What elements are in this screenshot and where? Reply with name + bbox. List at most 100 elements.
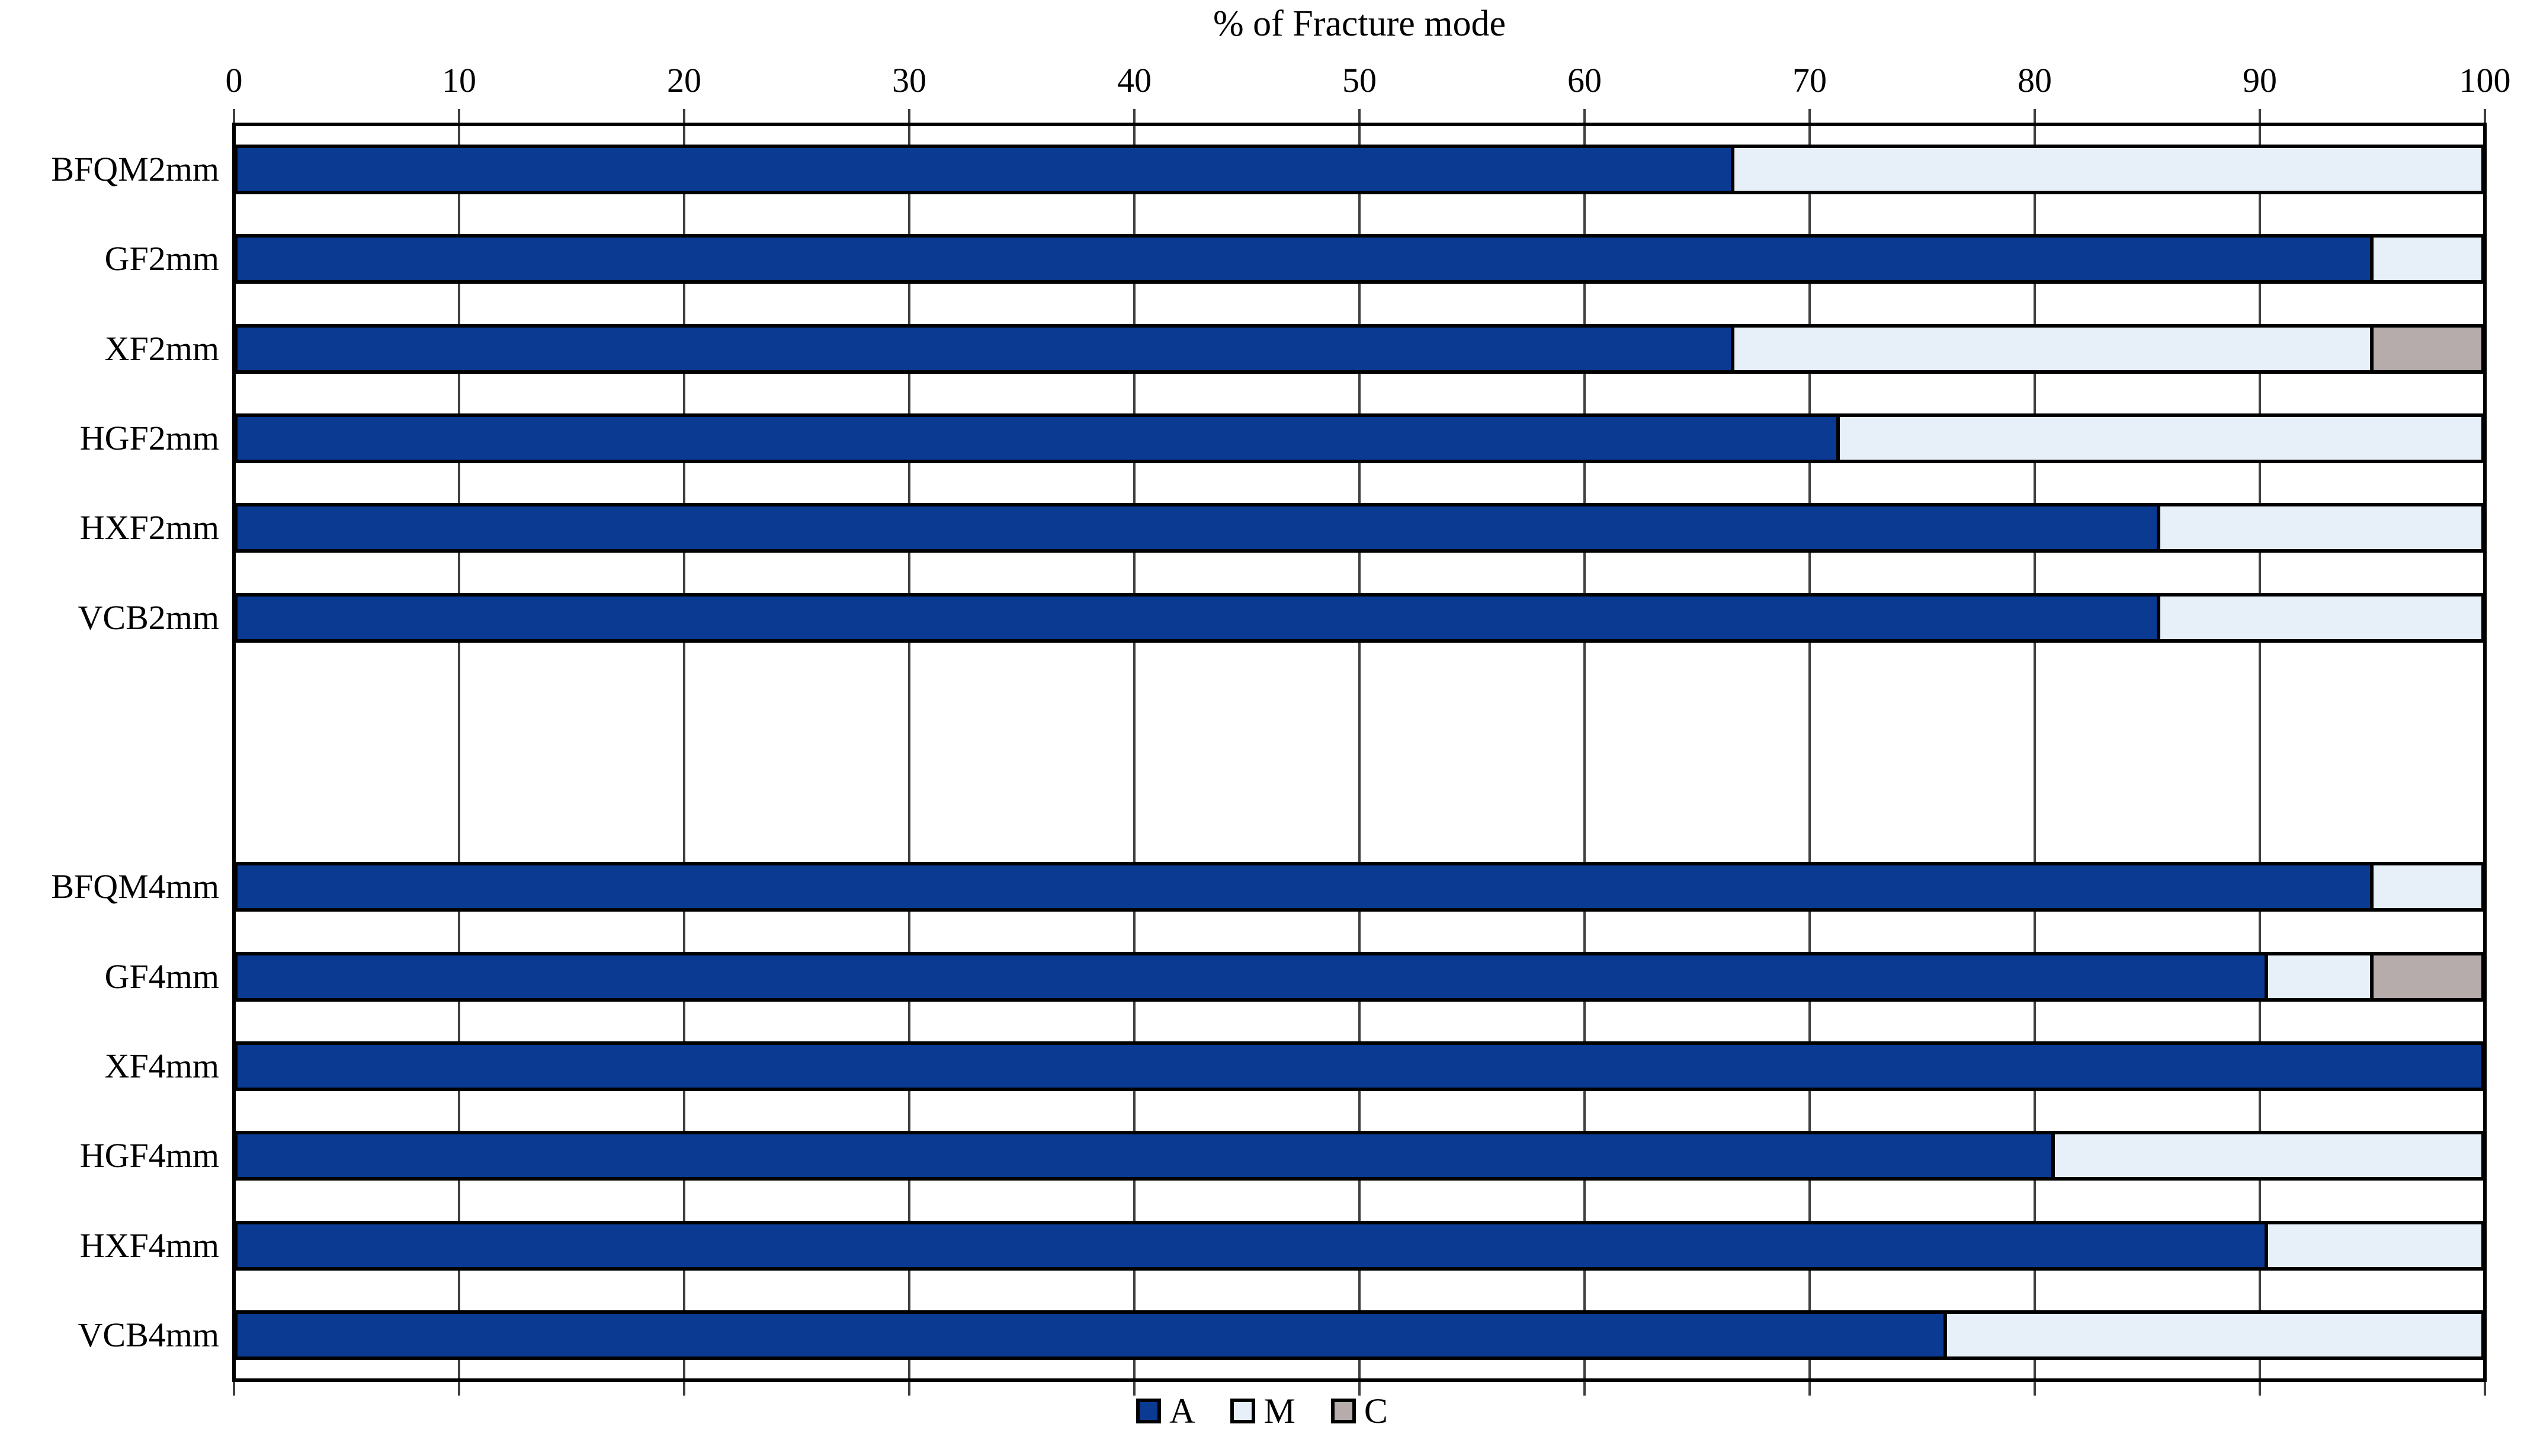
axis-tick-top	[2034, 109, 2036, 124]
bar-segment-m	[2374, 865, 2481, 909]
bar-segment-a	[238, 955, 2269, 998]
legend-swatch-c	[1330, 1399, 1356, 1423]
bar-segment-c	[2374, 327, 2481, 370]
gridline	[1133, 124, 1136, 1380]
bar-segment-m	[2268, 955, 2374, 998]
bar-row-hgf4mm	[234, 1131, 2485, 1181]
bar-row-xf2mm	[234, 323, 2485, 374]
legend: A M C	[0, 1393, 2524, 1429]
bar-segment-m	[2160, 596, 2481, 639]
bar-segment-m	[2268, 1224, 2481, 1267]
bar-segment-a	[238, 506, 2161, 550]
category-label: HGF2mm	[79, 419, 219, 457]
bar-row-bfqm4mm	[234, 862, 2485, 912]
axis-tick-label: 60	[1567, 61, 1602, 100]
gridline	[1583, 124, 1586, 1380]
gridline	[1808, 124, 1811, 1380]
axis-tick-label: 10	[442, 61, 476, 100]
axis-tick-bottom	[458, 1380, 460, 1396]
bar-segment-c	[2374, 955, 2481, 998]
bar-row-hgf2mm	[234, 413, 2485, 463]
bar-segment-m	[1947, 1314, 2481, 1357]
bar-segment-a	[238, 417, 1840, 460]
axis-tick-bottom	[2484, 1380, 2486, 1396]
axis-tick-top	[683, 109, 685, 124]
legend-swatch-m	[1230, 1399, 1256, 1423]
plot-bottom-border	[232, 1378, 2487, 1382]
axis-tick-label: 90	[2243, 61, 2277, 100]
axis-tick-bottom	[1358, 1380, 1361, 1396]
axis-tick-label: 70	[1792, 61, 1827, 100]
bar-segment-a	[238, 147, 1734, 191]
bar-segment-a	[238, 1314, 1948, 1357]
axis-tick-bottom	[1583, 1380, 1586, 1396]
bar-row-gf2mm	[234, 234, 2485, 284]
gridline	[908, 124, 910, 1380]
bar-segment-a	[238, 238, 2374, 281]
axis-tick-top	[233, 109, 235, 124]
legend-item-a: A	[1136, 1393, 1195, 1429]
legend-item-m: M	[1230, 1393, 1295, 1429]
bar-segment-a	[238, 596, 2161, 639]
axis-tick-label: 100	[2459, 61, 2511, 100]
axis-line	[2483, 124, 2487, 1380]
legend-label-m: M	[1263, 1391, 1295, 1431]
axis-tick-label: 80	[2018, 61, 2052, 100]
axis-tick-top	[2259, 109, 2261, 124]
chart-title: % of Fracture mode	[1213, 4, 1506, 44]
bar-segment-a	[238, 1045, 2481, 1088]
bar-segment-m	[1839, 417, 2481, 460]
category-label: XF4mm	[104, 1047, 219, 1085]
bar-segment-m	[1734, 327, 2374, 370]
bar-row-hxf4mm	[234, 1220, 2485, 1271]
gridline	[2259, 124, 2261, 1380]
bar-row-gf4mm	[234, 951, 2485, 1002]
axis-tick-label: 50	[1342, 61, 1377, 100]
bar-row-bfqm2mm	[234, 144, 2485, 194]
axis-line	[232, 124, 236, 1380]
axis-tick-top	[1808, 109, 1811, 124]
axis-tick-bottom	[2259, 1380, 2261, 1396]
legend-label-a: A	[1169, 1391, 1195, 1431]
bar-row-vcb4mm	[234, 1310, 2485, 1361]
axis-tick-bottom	[2034, 1380, 2036, 1396]
category-label: XF2mm	[104, 329, 219, 368]
axis-tick-bottom	[908, 1380, 910, 1396]
bar-segment-a	[238, 865, 2374, 909]
legend-swatch-a	[1136, 1399, 1162, 1423]
bar-segment-m	[2160, 506, 2481, 550]
axis-tick-bottom	[233, 1380, 235, 1396]
category-label: HXF4mm	[79, 1226, 219, 1265]
axis-tick-top	[2484, 109, 2486, 124]
bar-segment-m	[2374, 238, 2481, 281]
category-label: GF4mm	[104, 957, 219, 996]
gridline	[458, 124, 460, 1380]
category-label: VCB4mm	[78, 1316, 220, 1355]
axis-tick-top	[458, 109, 460, 124]
axis-tick-bottom	[1133, 1380, 1136, 1396]
axis-tick-label: 0	[225, 61, 243, 100]
bar-segment-a	[238, 1224, 2269, 1267]
axis-tick-top	[1358, 109, 1361, 124]
bar-row-xf4mm	[234, 1041, 2485, 1091]
category-label: BFQM2mm	[51, 149, 219, 188]
category-label: HXF2mm	[79, 508, 219, 547]
bar-segment-a	[238, 327, 1734, 370]
category-label: BFQM4mm	[51, 867, 219, 906]
axis-tick-top	[908, 109, 910, 124]
gridline	[1358, 124, 1361, 1380]
axis-tick-label: 20	[667, 61, 701, 100]
legend-label-c: C	[1364, 1391, 1388, 1431]
category-label: HGF4mm	[79, 1136, 219, 1175]
axis-tick-top	[1133, 109, 1136, 124]
axis-tick-top	[1583, 109, 1586, 124]
category-label: VCB2mm	[78, 598, 220, 637]
plot-top-border	[232, 123, 2487, 126]
bar-row-vcb2mm	[234, 592, 2485, 643]
legend-item-c: C	[1330, 1391, 1388, 1431]
gridline	[683, 124, 685, 1380]
axis-tick-label: 30	[892, 61, 926, 100]
bar-segment-m	[2055, 1134, 2481, 1178]
gridline	[2034, 124, 2036, 1380]
